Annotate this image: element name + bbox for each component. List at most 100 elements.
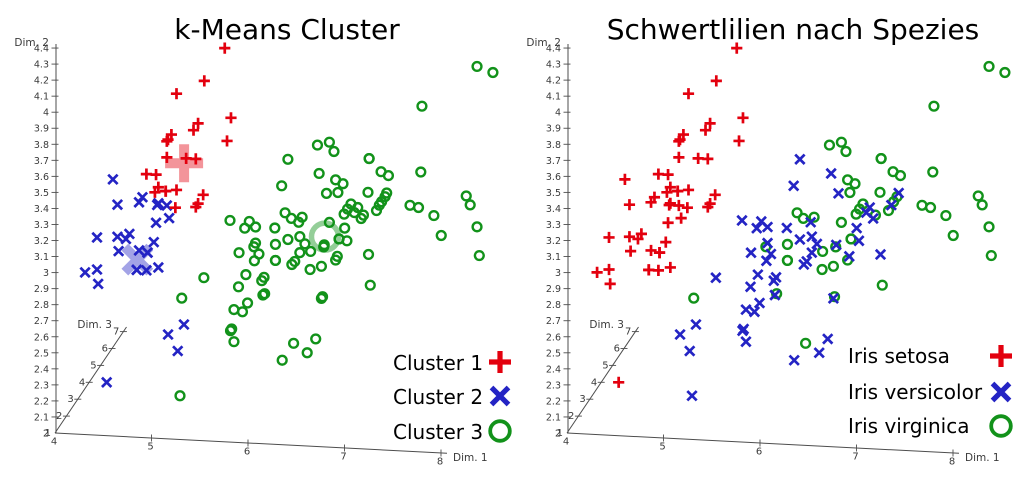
data-point-cross bbox=[152, 197, 164, 209]
axes-group bbox=[51, 44, 448, 457]
data-point-plus bbox=[603, 263, 615, 276]
data-point-circle bbox=[370, 204, 383, 217]
legend-label: Cluster 3 bbox=[393, 420, 483, 444]
panel-title: Schwertlilien nach Spezies bbox=[607, 13, 980, 46]
data-point-circle bbox=[174, 390, 186, 402]
data-point-cross bbox=[686, 390, 698, 402]
data-point-cross bbox=[788, 180, 800, 192]
data-point-circle bbox=[241, 297, 254, 309]
dim3-tick-label: 5 bbox=[602, 360, 608, 371]
dim1-axis-line bbox=[566, 432, 960, 454]
data-point-plus bbox=[161, 151, 173, 163]
data-point-circle bbox=[248, 255, 260, 267]
dim3-tick-label: 6 bbox=[614, 344, 620, 355]
data-point-circle bbox=[338, 208, 350, 220]
data-point-circle bbox=[835, 136, 847, 148]
data-point-circle bbox=[362, 186, 374, 198]
dim3-tick-label: 5 bbox=[90, 360, 96, 371]
data-point-circle bbox=[328, 145, 340, 158]
data-point-circle bbox=[976, 199, 988, 211]
data-point-cross bbox=[740, 303, 752, 316]
dim2-tick-label: 2.1 bbox=[546, 412, 561, 423]
data-point-plus bbox=[197, 189, 209, 201]
data-point-circle bbox=[276, 180, 288, 192]
data-point-plus bbox=[187, 124, 200, 136]
data-point-plus bbox=[162, 134, 174, 146]
dim2-tick-label: 3.5 bbox=[34, 188, 49, 199]
data-point-cross bbox=[140, 264, 153, 276]
data-point-plus bbox=[652, 168, 665, 180]
dim1-tick-label: 5 bbox=[659, 442, 665, 453]
data-point-circle bbox=[228, 304, 240, 316]
data-point-circle bbox=[294, 247, 306, 259]
data-point-circle bbox=[983, 221, 995, 233]
data-point-cross bbox=[101, 376, 113, 388]
data-point-cross bbox=[768, 275, 780, 287]
dim2-tick-label: 4.4 bbox=[546, 44, 561, 55]
data-point-circle bbox=[294, 231, 306, 243]
data-point-cross bbox=[864, 201, 876, 214]
data-point-circle bbox=[357, 209, 370, 221]
dim2-tick-label: 3.2 bbox=[546, 236, 561, 247]
data-point-circle bbox=[972, 190, 984, 202]
data-point-circle bbox=[315, 260, 328, 272]
data-point-cross bbox=[690, 318, 702, 331]
dim3-tick-label: 1 bbox=[45, 428, 51, 439]
data-point-circle bbox=[310, 333, 322, 345]
data-point-cross bbox=[853, 235, 865, 247]
dim2-tick-label: 2 bbox=[43, 429, 49, 440]
data-point-plus bbox=[660, 236, 672, 248]
data-point-plus bbox=[704, 117, 716, 130]
cluster-centroid-marker bbox=[165, 144, 204, 183]
data-point-circle bbox=[983, 60, 995, 73]
data-point-circle bbox=[323, 216, 335, 229]
data-point-cross bbox=[684, 345, 696, 357]
data-point-cross bbox=[753, 297, 766, 309]
data-point-cross bbox=[885, 199, 897, 211]
data-point-plus bbox=[160, 185, 172, 197]
dim2-tick-label: 2.3 bbox=[34, 380, 49, 391]
data-point-circle bbox=[304, 263, 316, 276]
data-point-circle bbox=[823, 139, 836, 151]
dim2-tick-label: 2.5 bbox=[546, 348, 561, 359]
data-point-circle bbox=[800, 337, 812, 349]
data-point-circle bbox=[887, 166, 899, 178]
data-point-circle bbox=[339, 222, 351, 234]
data-point-cross bbox=[765, 248, 777, 260]
data-point-circle bbox=[428, 209, 440, 222]
data-point-cross bbox=[760, 255, 773, 267]
dim2-tick-label: 3.9 bbox=[34, 124, 49, 135]
data-point-plus bbox=[662, 169, 674, 181]
data-point-cross bbox=[131, 264, 143, 276]
data-point-plus bbox=[623, 231, 636, 243]
data-point-plus bbox=[664, 181, 676, 193]
data-point-cross bbox=[843, 250, 855, 262]
data-point-circle bbox=[269, 238, 282, 250]
data-point-circle bbox=[375, 166, 387, 178]
legend-plus-marker-icon bbox=[489, 351, 511, 373]
dim2-tick-label: 3.7 bbox=[34, 156, 49, 167]
data-point-plus bbox=[673, 151, 685, 163]
data-point-plus bbox=[662, 217, 674, 229]
data-point-plus bbox=[625, 245, 637, 257]
dim2-axis-label: Dim. 2 bbox=[14, 37, 49, 49]
data-point-circle bbox=[269, 222, 281, 234]
data-point-plus bbox=[623, 199, 636, 211]
data-point-circle bbox=[985, 249, 997, 262]
data-point-cross bbox=[136, 191, 149, 203]
data-point-cross bbox=[832, 187, 845, 200]
data-point-plus bbox=[221, 135, 233, 147]
data-point-cross bbox=[748, 306, 761, 318]
data-point-circle bbox=[947, 229, 959, 242]
dim3-tick-label: 4 bbox=[591, 377, 597, 388]
dim2-tick-label: 2.2 bbox=[34, 396, 49, 407]
dim2-tick-label: 2.6 bbox=[546, 332, 561, 343]
data-point-cross bbox=[133, 244, 145, 257]
data-point-cross bbox=[148, 236, 160, 248]
data-point-circle bbox=[296, 211, 308, 223]
data-point-circle bbox=[781, 254, 794, 267]
data-point-circle bbox=[817, 245, 829, 258]
data-point-circle bbox=[318, 241, 330, 253]
data-point-cross bbox=[172, 345, 184, 357]
